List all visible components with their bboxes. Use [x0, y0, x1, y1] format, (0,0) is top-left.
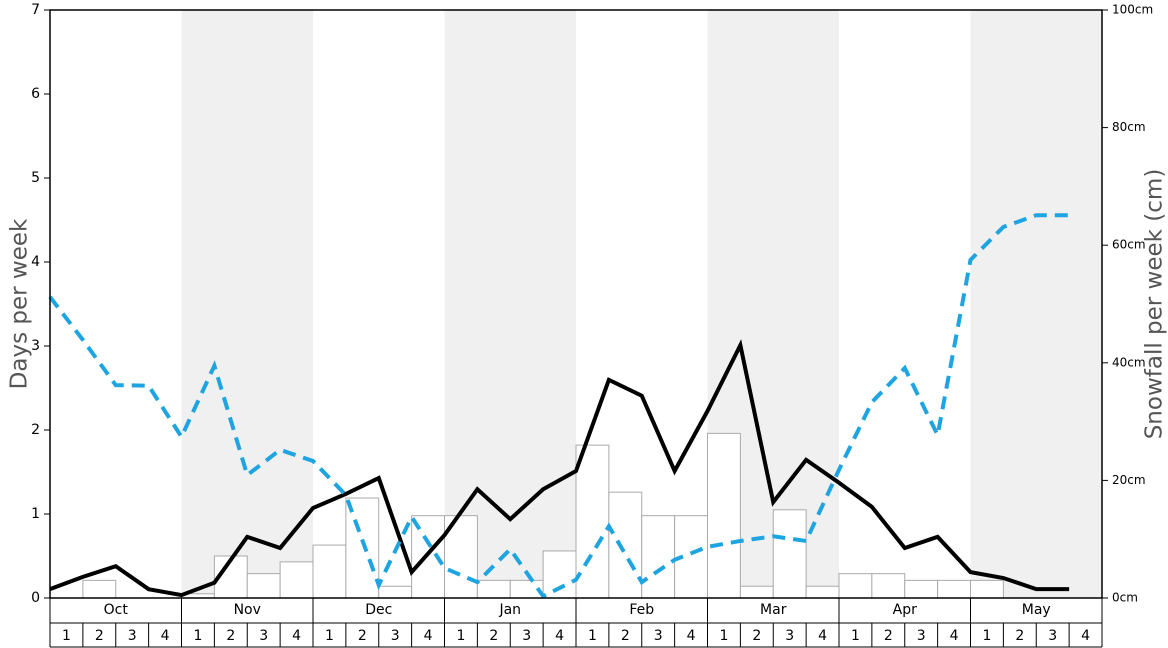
month-shade [970, 10, 1102, 598]
week-label: 3 [917, 628, 926, 644]
week-label: 3 [785, 628, 794, 644]
y2-tick-label: 100cm [1112, 3, 1153, 17]
y-tick-label: 1 [31, 506, 40, 522]
week-label: 2 [489, 628, 498, 644]
y-tick-label: 0 [31, 590, 40, 606]
bar [739, 585, 774, 599]
month-label: Dec [365, 602, 392, 618]
bar [674, 515, 708, 599]
week-label: 1 [588, 628, 597, 644]
y2-tick-label: 0cm [1112, 591, 1138, 605]
y-tick-label: 6 [31, 86, 40, 102]
week-label: 1 [193, 628, 202, 644]
month-shade [181, 10, 313, 598]
bar [838, 573, 873, 599]
month-label: Mar [760, 602, 787, 618]
week-label: 3 [259, 628, 268, 644]
week-label: 3 [128, 628, 137, 644]
week-label: 4 [950, 628, 959, 644]
month-shade [444, 10, 576, 598]
bar [608, 491, 643, 599]
y2-axis-label: Snowfall per week (cm) [1142, 169, 1168, 440]
bar [805, 585, 840, 599]
week-label: 1 [325, 628, 334, 644]
week-label: 2 [358, 628, 367, 644]
week-label: 2 [621, 628, 630, 644]
y2-tick-label: 20cm [1112, 473, 1146, 487]
y-tick-label: 2 [31, 422, 40, 438]
week-label: 2 [752, 628, 761, 644]
y-tick-label: 3 [31, 338, 40, 354]
month-label: Oct [104, 602, 129, 618]
week-label: 4 [161, 628, 170, 644]
week-label: 3 [1048, 628, 1057, 644]
month-label: May [1022, 602, 1051, 618]
bar [871, 573, 906, 599]
line [48, 213, 1070, 599]
month-label: Apr [893, 602, 917, 618]
y2-tick-label: 80cm [1112, 120, 1146, 134]
bar [476, 579, 511, 599]
week-label: 1 [851, 628, 860, 644]
line [49, 339, 1070, 598]
bar [707, 432, 741, 599]
y-tick-label: 5 [31, 170, 40, 186]
month-label: Jan [498, 602, 521, 618]
week-label: 4 [555, 628, 564, 644]
week-label: 2 [95, 628, 104, 644]
week-label: 4 [292, 628, 301, 644]
week-label: 3 [522, 628, 531, 644]
bar [246, 573, 281, 599]
week-label: 2 [1015, 628, 1024, 644]
week-label: 4 [424, 628, 433, 644]
week-label: 1 [62, 628, 71, 644]
bar [345, 497, 380, 599]
week-label: 4 [1081, 628, 1090, 644]
bar [575, 444, 610, 599]
week-label: 3 [654, 628, 663, 644]
month-label: Feb [629, 602, 654, 618]
y2-tick-label: 60cm [1112, 238, 1146, 252]
bar [312, 544, 347, 599]
y-axis-label: Days per week [7, 218, 33, 389]
bar [82, 579, 117, 599]
y2-tick-label: 40cm [1112, 355, 1146, 369]
week-label: 4 [687, 628, 696, 644]
week-label: 1 [982, 628, 991, 644]
bar [279, 561, 314, 599]
week-label: 2 [884, 628, 893, 644]
bar [641, 515, 676, 599]
week-label: 2 [226, 628, 235, 644]
week-label: 4 [818, 628, 827, 644]
bar [542, 550, 577, 599]
week-label: 1 [719, 628, 728, 644]
week-label: 1 [456, 628, 465, 644]
month-label: Nov [234, 602, 261, 618]
week-label: 3 [391, 628, 400, 644]
bar [378, 585, 413, 599]
bar [904, 579, 939, 599]
y-tick-label: 7 [31, 2, 40, 18]
bar [772, 509, 807, 599]
bar [970, 579, 1004, 599]
bar [937, 579, 971, 599]
y-tick-label: 4 [31, 254, 40, 270]
